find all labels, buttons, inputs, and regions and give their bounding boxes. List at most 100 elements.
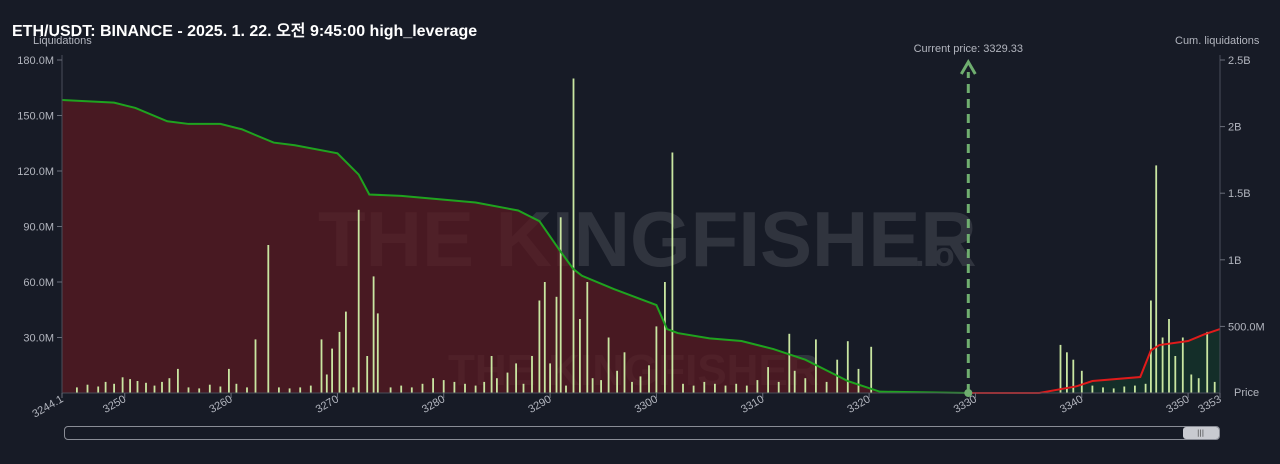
liquidation-bar xyxy=(246,387,248,393)
x-tick-label: 3340 xyxy=(1058,393,1085,416)
y-tick-label: 150.0M xyxy=(17,111,54,123)
liquidation-bar xyxy=(1197,378,1200,393)
liquidation-bar xyxy=(559,217,562,394)
liquidation-bar xyxy=(161,381,163,393)
liquidation-bar xyxy=(366,356,369,393)
y-tick-label: 120.0M xyxy=(17,166,54,178)
x-tick-label: 3300 xyxy=(633,393,660,416)
liquidation-bar xyxy=(1181,337,1184,393)
liquidation-bar xyxy=(104,381,107,393)
x-tick-label: 3353 xyxy=(1196,393,1223,416)
liquidation-bar xyxy=(97,386,100,393)
x-tick-label: 3310 xyxy=(739,393,766,416)
liquidation-bar xyxy=(616,370,618,393)
liquidation-bar xyxy=(586,282,589,393)
liquidation-bar xyxy=(777,381,780,393)
range-scrollbar[interactable]: ||| xyxy=(64,426,1220,440)
liquidation-bar xyxy=(410,387,413,393)
liquidation-bar xyxy=(804,378,807,393)
y2-tick-label: 2B xyxy=(1228,122,1241,134)
liquidation-bar xyxy=(1161,337,1164,393)
x-tick-label: 3350 xyxy=(1164,393,1191,416)
grip-icon: ||| xyxy=(1197,429,1205,437)
liquidation-bar xyxy=(228,368,230,393)
liquidation-bar xyxy=(793,370,796,393)
scroll-handle[interactable]: ||| xyxy=(1183,427,1219,439)
liquidation-bar xyxy=(278,387,280,393)
liquidation-bar xyxy=(671,152,674,393)
liquidation-bar xyxy=(153,385,156,393)
liquidation-bar xyxy=(555,296,558,393)
cum-short-line xyxy=(61,98,969,394)
x-axis-label: Price xyxy=(1234,387,1259,399)
liquidation-bar xyxy=(1174,356,1177,393)
liquidation-bar xyxy=(788,333,791,393)
liquidation-bar xyxy=(1213,381,1216,393)
x-tick-label: 3320 xyxy=(845,393,872,416)
liquidation-bar xyxy=(1150,300,1152,393)
liquidation-bar xyxy=(825,381,828,393)
liquidation-bar xyxy=(531,356,533,393)
liquidation-bar xyxy=(464,383,466,394)
x-tick-label: 3270 xyxy=(314,393,341,416)
liquidation-bar xyxy=(522,383,525,394)
x-tick-label: 3290 xyxy=(526,393,553,416)
liquidation-bar xyxy=(1168,319,1170,393)
liquidation-bar xyxy=(1112,388,1115,393)
current-price-label: Current price: 3329.33 xyxy=(914,43,1023,55)
liquidation-bar xyxy=(483,381,486,393)
current-price-dot xyxy=(964,389,973,397)
liquidation-bar xyxy=(325,374,328,393)
liquidation-bar xyxy=(767,367,769,393)
liquidation-bar xyxy=(565,385,567,393)
x-tick-label: 3244.1 xyxy=(30,393,65,420)
liquidation-bar xyxy=(724,385,727,393)
liquidation-bar xyxy=(372,276,375,393)
liquidation-bar xyxy=(496,378,498,393)
liquidation-bar xyxy=(1059,344,1062,393)
liquidation-bar xyxy=(219,386,222,393)
liquidation-bar xyxy=(187,387,190,393)
liquidation-bar xyxy=(664,282,666,393)
liquidation-bar xyxy=(1155,165,1158,393)
watermark-suffix: .io xyxy=(915,236,955,274)
liquidation-bar xyxy=(267,245,270,393)
liquidation-bar xyxy=(400,385,403,393)
liquidation-bar xyxy=(177,368,179,393)
y2-tick-label: 1.5B xyxy=(1228,188,1251,200)
liquidation-bar xyxy=(376,313,379,393)
liquidation-bar xyxy=(136,381,139,393)
liquidation-bar xyxy=(735,383,738,394)
liquidation-bar xyxy=(870,346,873,394)
current-price-arrow-icon xyxy=(960,59,977,75)
liquidation-bar xyxy=(1144,383,1147,394)
y-tick-label: 30.0M xyxy=(23,333,54,345)
liquidation-bar xyxy=(846,341,849,393)
liquidation-bar xyxy=(682,383,684,394)
liquidation-bar xyxy=(631,381,633,393)
liquidation-bar xyxy=(1206,331,1209,393)
liquidation-bar xyxy=(320,339,323,393)
y2-axis-label: Cum. liquidations xyxy=(1175,35,1260,47)
liquidation-bar xyxy=(579,319,581,393)
liquidation-bar xyxy=(86,384,89,393)
liquidation-bar xyxy=(145,382,147,393)
x-tick-label: 3260 xyxy=(207,393,234,416)
liquidation-bar xyxy=(1080,370,1083,393)
liquidation-bar xyxy=(607,337,610,393)
liquidation-bar xyxy=(543,282,546,393)
chart-title: ETH/USDT: BINANCE - 2025. 1. 22. 오전 9:45… xyxy=(12,23,478,40)
liquidation-bar xyxy=(235,383,238,394)
liquidation-bar xyxy=(357,209,360,393)
liquidation-bar xyxy=(756,380,759,393)
liquidation-bar xyxy=(76,387,78,393)
x-tick-label: 3250 xyxy=(101,393,128,416)
liquidation-bar xyxy=(352,387,355,393)
y2-tick-label: 2.5B xyxy=(1228,55,1251,67)
liquidation-bar xyxy=(1072,359,1075,393)
liquidation-bar xyxy=(113,383,115,394)
liquidation-bar xyxy=(1066,352,1068,393)
liquidation-bar xyxy=(208,384,211,393)
liquidation-bar xyxy=(815,339,817,393)
